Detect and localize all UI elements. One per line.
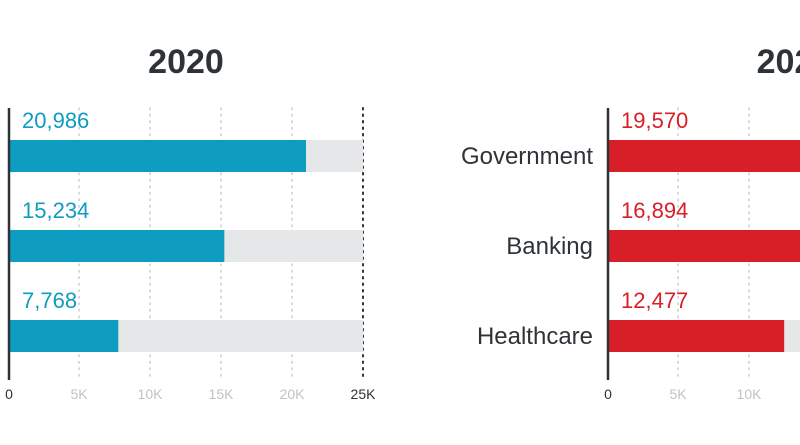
data-label: 19,570 <box>621 108 688 133</box>
chart-title: 202 <box>757 43 800 81</box>
tick-label: 0 <box>604 386 612 402</box>
bar <box>8 140 307 172</box>
tick-label: 20K <box>280 386 306 402</box>
bar <box>607 230 800 262</box>
tick-label: 25K <box>351 386 377 402</box>
data-label: 15,234 <box>22 198 89 223</box>
bar <box>8 230 225 262</box>
tick-label: 10K <box>138 386 164 402</box>
tick-label: 10K <box>737 386 763 402</box>
chart-title: 2020 <box>148 43 224 81</box>
tick-label: 5K <box>70 386 88 402</box>
data-label: 7,768 <box>22 288 77 313</box>
tick-label: 15K <box>209 386 235 402</box>
tick-label: 5K <box>669 386 687 402</box>
tick-label: 0 <box>5 386 13 402</box>
bar <box>607 320 785 352</box>
data-label: 16,894 <box>621 198 688 223</box>
data-label: 12,477 <box>621 288 688 313</box>
category-label: Healthcare <box>477 323 593 350</box>
data-label: 20,986 <box>22 108 89 133</box>
bar <box>8 320 119 352</box>
bar <box>607 140 800 172</box>
category-label: Government <box>461 143 593 170</box>
category-label: Banking <box>506 233 593 260</box>
